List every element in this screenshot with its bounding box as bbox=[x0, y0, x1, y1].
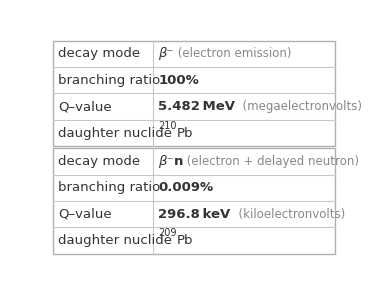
Text: Pb: Pb bbox=[177, 127, 193, 140]
Text: 5.482 MeV: 5.482 MeV bbox=[158, 100, 235, 113]
Text: 209: 209 bbox=[158, 228, 177, 238]
Text: 210: 210 bbox=[158, 121, 177, 131]
Text: 0.009%: 0.009% bbox=[158, 181, 213, 194]
Text: decay mode: decay mode bbox=[58, 155, 140, 168]
Text: (electron emission): (electron emission) bbox=[174, 47, 291, 60]
Text: daughter nuclide: daughter nuclide bbox=[58, 127, 172, 140]
Bar bbox=[53, 40, 335, 146]
Text: (megaelectronvolts): (megaelectronvolts) bbox=[235, 100, 362, 113]
Text: 100%: 100% bbox=[158, 74, 199, 87]
Text: Q–value: Q–value bbox=[58, 208, 112, 221]
Text: 296.8 keV: 296.8 keV bbox=[158, 208, 231, 221]
Text: Pb: Pb bbox=[177, 234, 193, 247]
Text: branching ratio: branching ratio bbox=[58, 74, 161, 87]
Text: daughter nuclide: daughter nuclide bbox=[58, 234, 172, 247]
Text: β⁻: β⁻ bbox=[158, 47, 174, 60]
Text: n: n bbox=[174, 155, 183, 168]
Text: (kiloelectronvolts): (kiloelectronvolts) bbox=[231, 208, 345, 221]
Text: branching ratio: branching ratio bbox=[58, 181, 161, 194]
Text: decay mode: decay mode bbox=[58, 47, 140, 60]
Text: β⁻: β⁻ bbox=[158, 155, 174, 168]
Text: Q–value: Q–value bbox=[58, 100, 112, 113]
Text: (electron + delayed neutron): (electron + delayed neutron) bbox=[183, 155, 359, 168]
Bar bbox=[53, 148, 335, 254]
